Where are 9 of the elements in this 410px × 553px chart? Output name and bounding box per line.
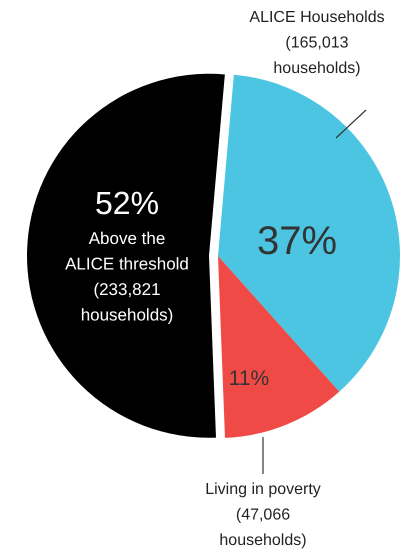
data-label: 52% [94,185,160,221]
text: (47,066 households) [219,506,307,549]
data-label: 11% [228,367,270,390]
text: (165,013 households) [273,34,361,77]
slice-label: Living in poverty [205,481,321,498]
data-label: 37% [256,219,338,263]
text: (233,821 households) [80,280,174,324]
slice-label: ALICE Households [249,9,385,26]
slice-label: Above the ALICE threshold [65,229,189,274]
